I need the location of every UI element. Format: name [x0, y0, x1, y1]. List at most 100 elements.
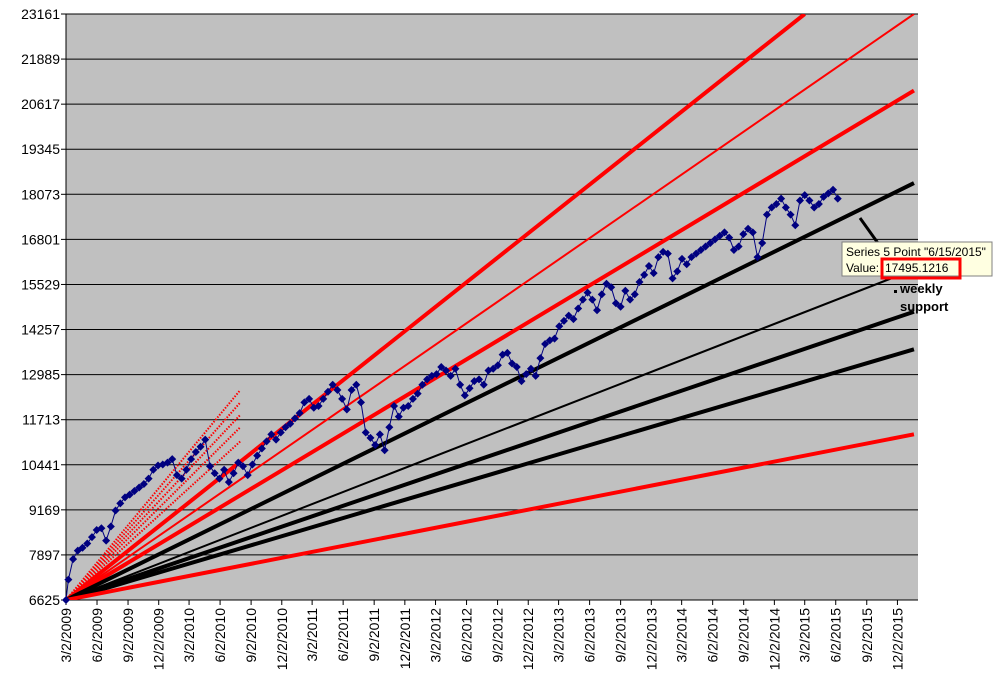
data-point — [687, 253, 696, 262]
x-tick-label: 12/2/2014 — [766, 608, 782, 670]
data-point — [205, 462, 214, 471]
y-tick-label: 15529 — [21, 276, 60, 292]
x-tick-label: 6/2/2013 — [582, 608, 598, 663]
x-tick-label: 12/2/2013 — [643, 608, 659, 670]
x-tick-label: 6/2/2014 — [705, 608, 721, 663]
data-point — [338, 394, 347, 403]
data-point — [762, 210, 771, 219]
data-point — [262, 437, 271, 446]
data-point — [588, 295, 597, 304]
data-point — [729, 246, 738, 255]
x-tick-label: 9/2/2010 — [243, 608, 259, 663]
data-point — [758, 238, 767, 247]
data-point — [441, 366, 450, 375]
data-point — [408, 394, 417, 403]
x-tick-label: 3/2/2015 — [797, 608, 813, 663]
data-point — [135, 483, 144, 492]
tooltip-pointer — [858, 217, 882, 247]
y-tick-label: 21889 — [21, 51, 60, 67]
data-point — [824, 189, 833, 198]
data-point — [78, 543, 87, 552]
data-point — [626, 295, 635, 304]
data-point — [276, 428, 285, 437]
trendline — [66, 347, 915, 600]
data-point — [531, 371, 540, 380]
x-tick-label: 3/2/2010 — [181, 608, 197, 663]
data-point — [739, 230, 748, 239]
data-point — [328, 380, 337, 389]
data-point — [682, 260, 691, 269]
x-axis-ticks: 3/2/2009 6/2/2009 9/2/2009 12/2/2009 3/2/201… — [58, 600, 905, 670]
data-point — [550, 334, 559, 343]
annotation-marker — [894, 290, 897, 293]
fan-line — [66, 414, 242, 600]
fan-line — [66, 426, 242, 600]
axes — [65, 14, 918, 601]
tooltip: Series 5 Point "6/15/2015" Value: 17495.12… — [841, 217, 993, 280]
data-point — [654, 253, 663, 262]
data-point — [149, 465, 158, 474]
y-tick-label: 14257 — [21, 322, 60, 338]
data-point — [239, 462, 248, 471]
data-point — [394, 412, 403, 421]
x-tick-label: 12/2/2015 — [889, 608, 905, 670]
trendline — [66, 181, 915, 600]
data-point — [508, 359, 517, 368]
data-point — [725, 233, 734, 242]
data-point — [578, 295, 587, 304]
tooltip-title: Series 5 Point "6/15/2015" — [846, 245, 986, 259]
weekly-support-annotation: weekly support — [894, 281, 949, 314]
data-point — [517, 377, 526, 386]
fan-line — [66, 401, 242, 600]
data-point — [819, 192, 828, 201]
data-point — [314, 401, 323, 410]
data-point — [267, 430, 276, 439]
data-point — [290, 414, 299, 423]
fan-line — [66, 389, 242, 600]
x-tick-label: 9/2/2015 — [859, 608, 875, 663]
annotation-text: support — [900, 299, 949, 314]
data-point — [182, 465, 191, 474]
series-dow — [62, 185, 842, 604]
data-point — [791, 221, 800, 230]
data-point — [347, 386, 356, 395]
x-tick-label: 6/2/2010 — [212, 608, 228, 663]
x-tick-label: 6/2/2012 — [459, 608, 475, 663]
y-tick-label: 20617 — [21, 96, 60, 112]
data-point — [357, 398, 366, 407]
data-point — [574, 304, 583, 313]
data-point — [706, 238, 715, 247]
annotation-text: weekly — [899, 281, 943, 296]
data-point — [795, 196, 804, 205]
data-point — [833, 194, 842, 203]
y-tick-label: 11713 — [22, 412, 60, 428]
data-point — [390, 401, 399, 410]
y-tick-label: 9169 — [29, 502, 60, 518]
x-tick-label: 9/2/2012 — [490, 608, 506, 663]
x-tick-label: 3/2/2011 — [304, 608, 320, 662]
data-point — [465, 384, 474, 393]
data-point — [385, 423, 394, 432]
data-point — [413, 389, 422, 398]
y-tick-label: 18073 — [21, 186, 60, 202]
data-point — [621, 286, 630, 295]
data-point — [786, 210, 795, 219]
data-point — [805, 196, 814, 205]
data-point — [696, 246, 705, 255]
data-point — [404, 401, 413, 410]
data-point — [593, 306, 602, 315]
data-point — [423, 375, 432, 384]
data-point — [220, 465, 229, 474]
data-point — [187, 455, 196, 464]
data-point — [319, 394, 328, 403]
trendline — [66, 14, 806, 600]
data-point — [191, 448, 200, 457]
data-point — [649, 269, 658, 278]
data-point — [800, 191, 809, 200]
data-point — [772, 199, 781, 208]
data-point — [210, 469, 219, 478]
data-point — [829, 185, 838, 194]
data-point — [611, 299, 620, 308]
data-point — [640, 270, 649, 279]
